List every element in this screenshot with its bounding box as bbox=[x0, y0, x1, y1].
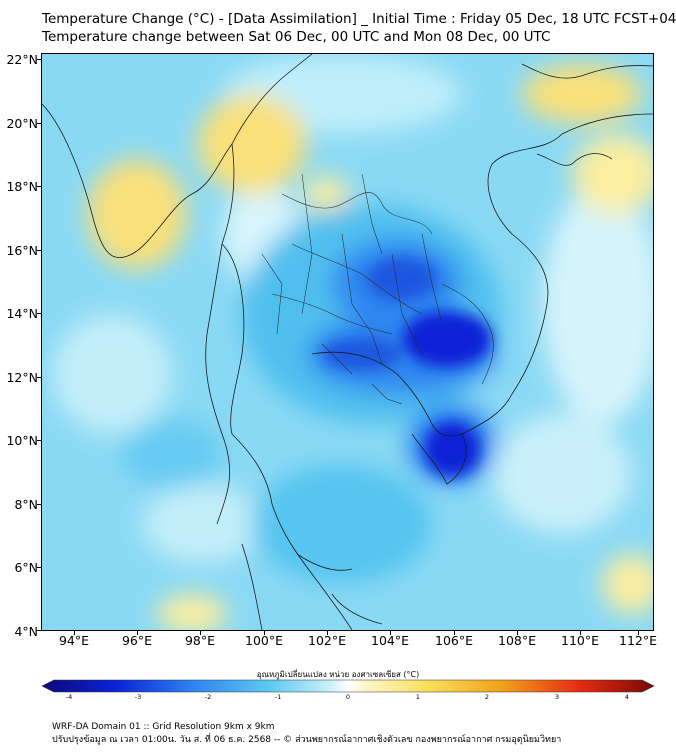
lon-tick-98: 98°E bbox=[184, 633, 216, 648]
colorbar-tick-neg2: -2 bbox=[204, 693, 212, 701]
lon-tickmark bbox=[264, 631, 265, 635]
footer: WRF-DA Domain 01 :: Grid Resolution 9km … bbox=[52, 721, 561, 747]
colorbar-tick-2: 2 bbox=[484, 693, 490, 701]
lat-tick-18: 18°N bbox=[6, 179, 38, 194]
lon-tickmark bbox=[137, 631, 138, 635]
lon-tick-104: 104°E bbox=[370, 633, 410, 648]
lat-tickmark bbox=[37, 186, 41, 187]
title-line-1: Temperature Change (°C) - [Data Assimila… bbox=[42, 11, 676, 27]
colorbar-tick-4: 4 bbox=[624, 693, 630, 701]
lon-tickmark bbox=[200, 631, 201, 635]
colorbar-tick-0: 0 bbox=[345, 693, 351, 701]
title-line-2: Temperature change between Sat 06 Dec, 0… bbox=[42, 29, 551, 45]
lat-tick-8: 8°N bbox=[14, 497, 38, 512]
lon-tickmark bbox=[390, 631, 391, 635]
lon-tickmark bbox=[327, 631, 328, 635]
colorbar-tick-3: 3 bbox=[554, 693, 560, 701]
lat-tick-14: 14°N bbox=[6, 306, 38, 321]
colorbar-label: อุณหภูมิเปลี่ยนแปลง หน่วย องศาเซลเซียส (… bbox=[256, 670, 420, 679]
chart-title: Temperature Change (°C) - [Data Assimila… bbox=[42, 10, 676, 46]
coastlines bbox=[42, 54, 653, 630]
lat-tick-4: 4°N bbox=[14, 624, 38, 639]
lon-tick-96: 96°E bbox=[121, 633, 153, 648]
admin-borders bbox=[261, 173, 494, 405]
colorbar bbox=[42, 679, 654, 693]
colorbar-tick-neg4: -4 bbox=[65, 693, 73, 701]
lon-tick-110: 110°E bbox=[560, 633, 600, 648]
lat-tickmark bbox=[37, 250, 41, 251]
colorbar-gradient bbox=[42, 679, 654, 693]
lon-tick-112: 112°E bbox=[618, 633, 658, 648]
lat-tick-20: 20°N bbox=[6, 116, 38, 131]
colorbar-tick-neg3: -3 bbox=[134, 693, 142, 701]
lat-tickmark bbox=[37, 630, 41, 631]
lon-tickmark bbox=[454, 631, 455, 635]
footer-model-info: WRF-DA Domain 01 :: Grid Resolution 9km … bbox=[52, 722, 275, 732]
colorbar-tick-neg1: -1 bbox=[274, 693, 282, 701]
lon-tick-106: 106°E bbox=[434, 633, 474, 648]
footer-credit: ปรับปรุงข้อมูล ณ เวลา 01:00น. วัน ส. ที่… bbox=[52, 735, 562, 745]
lat-tickmark bbox=[37, 567, 41, 568]
lat-tickmark bbox=[37, 504, 41, 505]
map-canvas bbox=[42, 54, 653, 630]
lat-tickmark bbox=[37, 59, 41, 60]
lat-tickmark bbox=[37, 123, 41, 124]
lat-tick-22: 22°N bbox=[6, 52, 38, 67]
lon-tickmark bbox=[580, 631, 581, 635]
lat-tickmark bbox=[37, 440, 41, 441]
lon-tick-100: 100°E bbox=[244, 633, 284, 648]
lon-tick-102: 102°E bbox=[307, 633, 347, 648]
lon-tick-94: 94°E bbox=[58, 633, 90, 648]
lat-tick-12: 12°N bbox=[6, 370, 38, 385]
lon-tickmark bbox=[517, 631, 518, 635]
lat-tickmark bbox=[37, 313, 41, 314]
lat-tick-6: 6°N bbox=[14, 560, 38, 575]
lon-tickmark bbox=[638, 631, 639, 635]
lon-tick-108: 108°E bbox=[497, 633, 537, 648]
field-cores bbox=[322, 257, 492, 477]
lat-tick-16: 16°N bbox=[6, 243, 38, 258]
field-blobs bbox=[52, 54, 653, 630]
lat-tick-10: 10°N bbox=[6, 433, 38, 448]
lon-tickmark bbox=[74, 631, 75, 635]
lat-tickmark bbox=[37, 377, 41, 378]
temperature-change-map bbox=[41, 53, 654, 631]
colorbar-tick-1: 1 bbox=[415, 693, 421, 701]
